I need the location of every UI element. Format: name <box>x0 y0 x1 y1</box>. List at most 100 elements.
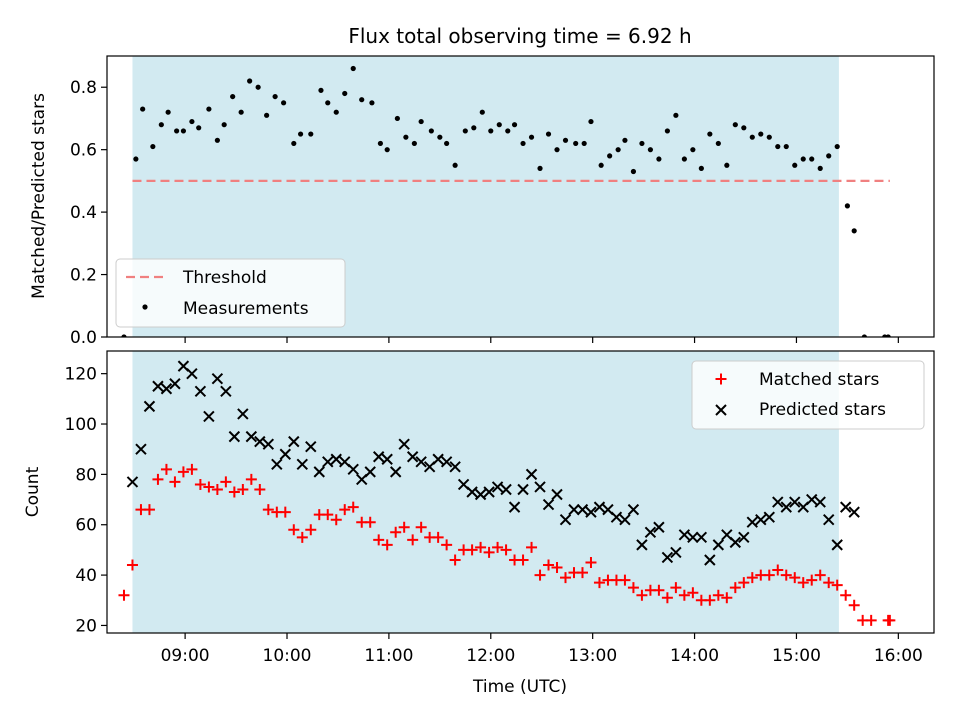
matched-stars-point <box>704 594 716 606</box>
bottom-y-axis-label: Count <box>23 466 43 517</box>
measurement-point <box>598 162 604 168</box>
matched-stars-point <box>746 572 758 584</box>
x-tick-label: 14:00 <box>670 646 719 666</box>
measurement-point <box>775 143 781 150</box>
measurement-point <box>247 78 253 84</box>
matched-stars-point <box>500 544 512 556</box>
measurement-point <box>554 147 560 153</box>
predicted-stars-point <box>152 380 164 392</box>
matched-stars-point <box>177 466 189 478</box>
predicted-stars-point <box>755 513 767 526</box>
measurement-point <box>158 122 164 128</box>
predicted-stars-point <box>627 503 640 516</box>
measurement-point <box>297 131 304 137</box>
matched-stars-point <box>296 531 308 543</box>
measurement-point <box>724 162 730 168</box>
matched-stars-point <box>526 541 538 553</box>
count-legend: Matched stars Predicted stars <box>691 360 925 430</box>
predicted-stars-point <box>313 466 325 478</box>
predicted-stars-point <box>848 506 860 518</box>
predicted-stars-point <box>814 496 826 508</box>
matched-stars-point <box>288 524 300 536</box>
matched-stars-point <box>687 587 699 599</box>
matched-stars-point <box>729 582 741 594</box>
predicted-stars-point <box>305 440 317 453</box>
legend-measurements-label: Measurements <box>183 299 309 319</box>
measurement-point <box>206 106 212 112</box>
measurement-point <box>749 134 755 140</box>
predicted-stars-point <box>738 531 750 544</box>
ratio-panel: 0.0 0.2 0.4 0.6 0.8 Threshold Measurements <box>70 55 935 348</box>
predicted-stars-point <box>695 531 708 544</box>
measurement-point <box>630 168 637 175</box>
matched-stars-point <box>593 577 605 589</box>
measurement-point <box>622 137 628 143</box>
x-tick-label: 11:00 <box>364 646 413 666</box>
matched-stars-point <box>118 589 130 601</box>
x-tick-label: 12:00 <box>466 646 515 666</box>
measurement-point <box>462 128 468 134</box>
predicted-stars-point <box>483 486 495 498</box>
matched-stars-point <box>789 572 801 584</box>
matched-stars-point <box>211 483 223 495</box>
matched-stars-point <box>797 577 809 589</box>
predicted-stars-point <box>593 501 606 513</box>
measurement-point <box>230 93 236 100</box>
predicted-stars-point <box>135 443 147 455</box>
measurement-point <box>437 134 443 140</box>
predicted-stars-point <box>576 503 589 516</box>
predicted-stars-point <box>186 367 198 380</box>
predicted-stars-point <box>169 378 181 390</box>
predicted-stars-point <box>653 521 665 533</box>
predicted-stars-point <box>508 501 521 513</box>
measurement-point <box>479 109 485 115</box>
predicted-stars-point <box>381 453 393 465</box>
predicted-stars-point <box>237 408 249 420</box>
measurement-point <box>342 90 348 97</box>
axes-frame <box>106 55 935 338</box>
matched-stars-point <box>636 589 648 601</box>
measurement-point <box>707 131 713 137</box>
predicted-stars-point <box>670 546 682 559</box>
predicted-stars-point <box>491 481 504 493</box>
top-y-axis-label: Matched/Predicted stars <box>29 93 49 299</box>
predicted-stars-point <box>551 488 563 501</box>
y-tick-label: 40 <box>75 566 97 586</box>
matched-stars-point <box>220 476 232 488</box>
matched-stars-point <box>322 509 334 521</box>
predicted-stars-point <box>288 435 300 448</box>
matched-stars-point <box>551 562 563 574</box>
matched-stars-point <box>245 473 257 485</box>
matched-stars-point <box>390 526 402 538</box>
measurement-point <box>607 153 613 159</box>
matched-stars-point <box>738 577 750 589</box>
matched-stars-point <box>576 567 588 579</box>
predicted-stars-point <box>126 476 139 488</box>
measurement-point <box>505 128 511 134</box>
measurement-point <box>121 334 127 337</box>
matched-stars-point <box>543 559 555 571</box>
predicted-stars-point <box>559 513 572 526</box>
y-tick-label: 0.4 <box>70 203 97 223</box>
predicted-stars-point <box>398 438 410 450</box>
matched-stars-point <box>712 589 724 601</box>
predicted-stars-point <box>789 496 801 508</box>
measurement-point <box>817 165 823 171</box>
matched-stars-point <box>381 539 393 551</box>
matched-stars-point <box>279 506 291 518</box>
predicted-stars-point <box>772 496 784 508</box>
measurement-point <box>221 122 227 128</box>
measurement-point <box>851 228 857 234</box>
matched-stars-point <box>398 521 410 533</box>
measurement-point <box>741 125 747 131</box>
predicted-stars-point <box>500 483 512 496</box>
y-tick-label: 0.0 <box>70 328 97 348</box>
legend-predicted-swatch <box>715 404 727 416</box>
measurement-point <box>647 147 654 153</box>
y-tick-label: 100 <box>65 415 97 435</box>
matched-stars-point <box>339 504 351 516</box>
predicted-stars-point <box>712 539 725 551</box>
predicted-stars-point <box>279 448 292 460</box>
measurement-point <box>664 128 670 134</box>
